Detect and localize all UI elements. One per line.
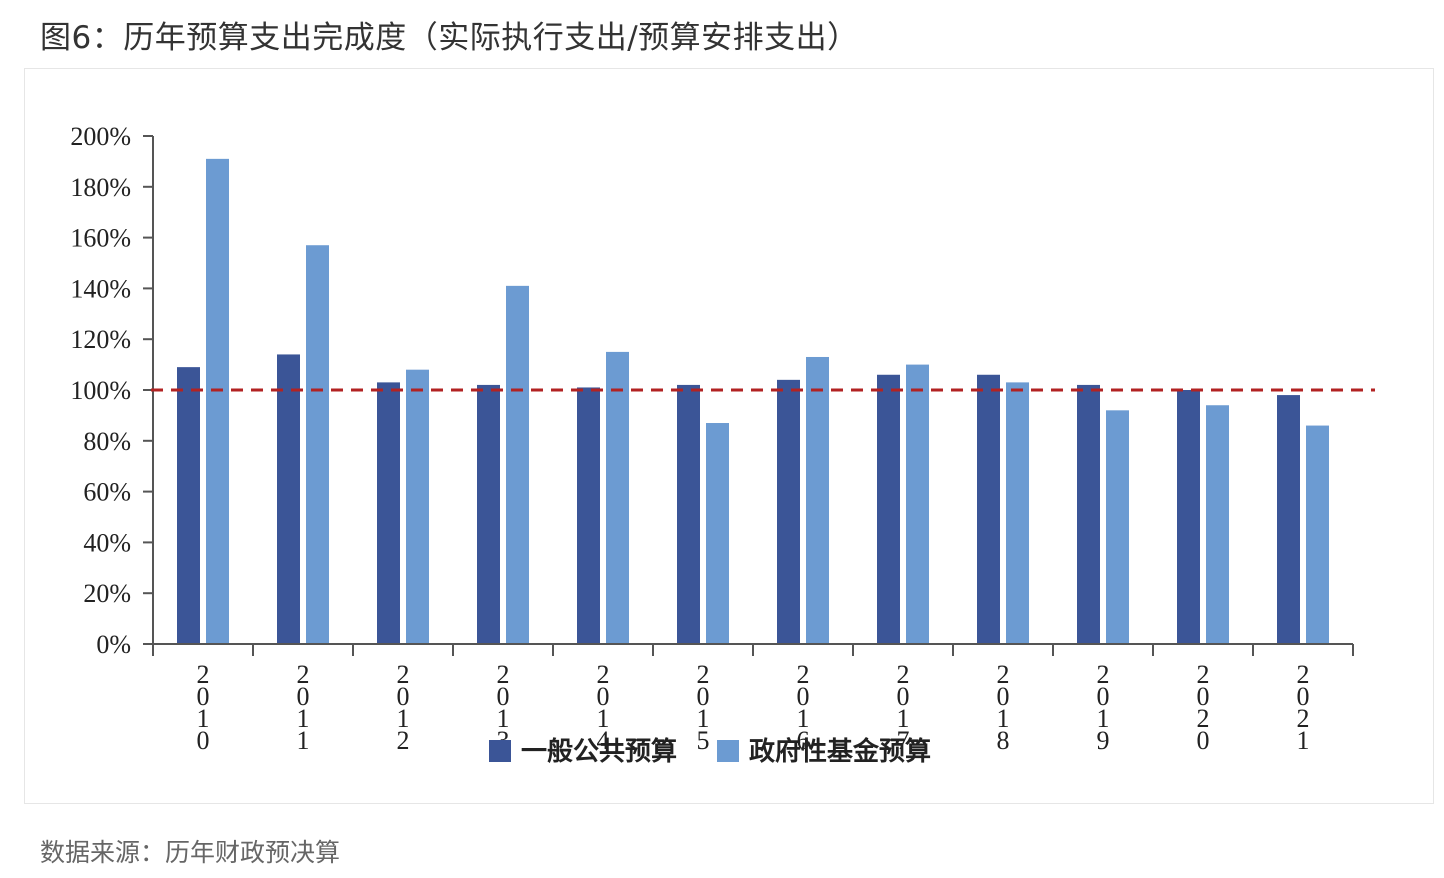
bar-fund-2019: [1106, 410, 1129, 644]
y-tick-label: 20%: [83, 579, 131, 608]
bar-fund-2017: [906, 364, 929, 644]
bar-fund-2011: [306, 245, 329, 644]
legend-label-fund: 政府性基金预算: [749, 736, 931, 767]
bar-fund-2014: [606, 351, 629, 644]
chart-panel: 0% 20% 40% 60% 80% 100% 120% 140% 160% 180% 200% 2 0…: [24, 68, 1434, 804]
y-tick-label: 0%: [96, 630, 131, 659]
y-tick-label: 100%: [70, 376, 131, 405]
legend-swatch-fund: [717, 740, 739, 762]
y-tick-label: 200%: [70, 122, 131, 151]
y-tick-label: 160%: [70, 224, 131, 253]
bar-fund-2018: [1006, 382, 1029, 644]
bar-general-2012: [377, 382, 400, 644]
y-tick-label: 180%: [70, 173, 131, 202]
bar-fund-2013: [506, 285, 529, 644]
bar-general-2019: [1077, 384, 1100, 644]
bar-general-2020: [1177, 390, 1200, 644]
y-tick-label: 120%: [70, 325, 131, 354]
legend-swatch-general: [489, 740, 511, 762]
bar-fund-2021: [1306, 425, 1329, 644]
data-source-note: 数据来源：历年财政预决算: [40, 838, 341, 867]
bar-fund-2020: [1206, 405, 1229, 644]
bar-general-2016: [777, 379, 800, 644]
bar-fund-2015: [706, 423, 729, 644]
bar-general-2015: [677, 384, 700, 644]
bar-general-2021: [1277, 395, 1300, 644]
bar-fund-2010: [206, 158, 229, 645]
bar-general-2018: [977, 374, 1000, 644]
bar-fund-2012: [406, 369, 429, 644]
y-tick-label: 40%: [83, 528, 131, 557]
bar-general-2017: [877, 374, 900, 644]
bar-fund-2016: [806, 356, 829, 644]
bar-general-2010: [177, 367, 200, 644]
legend-label-general: 一般公共预算: [521, 736, 677, 767]
y-tick-label: 140%: [70, 274, 131, 303]
figure-title: 图6：历年预算支出完成度（实际执行支出/预算安排支出）: [40, 20, 859, 56]
y-tick-label: 80%: [83, 427, 131, 456]
bar-general-2014: [577, 387, 600, 644]
bar-chart: 0% 20% 40% 60% 80% 100% 120% 140% 160% 180% 200% 2 0…: [70, 122, 1375, 767]
bar-general-2011: [277, 354, 300, 644]
bar-general-2013: [477, 384, 500, 644]
y-tick-label: 60%: [83, 478, 131, 507]
